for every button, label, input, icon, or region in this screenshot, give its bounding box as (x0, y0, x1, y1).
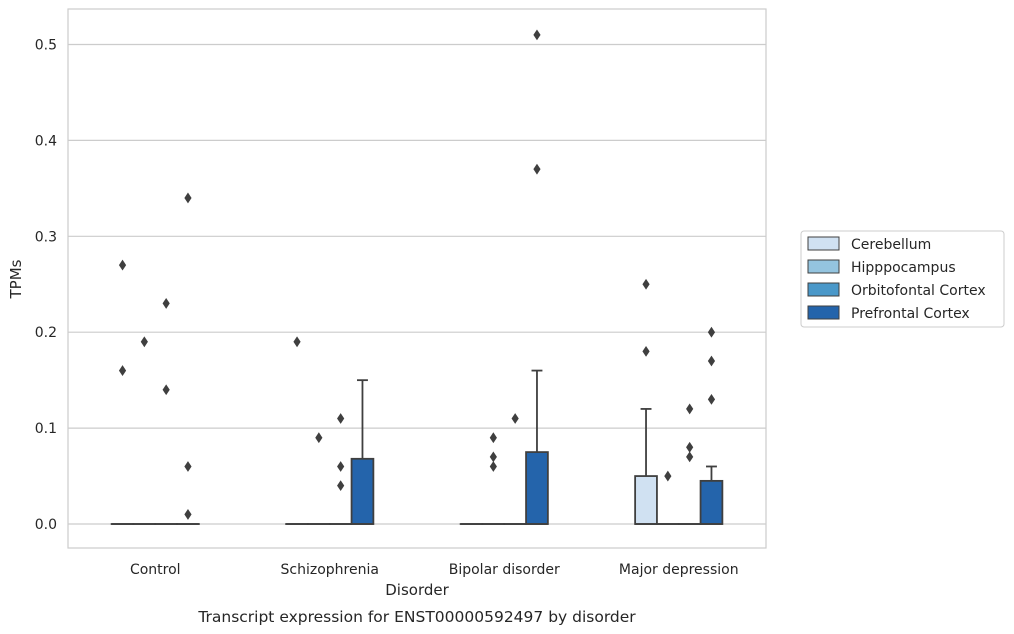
outlier-point (707, 393, 716, 405)
legend-item-hipppocampus: Hipppocampus (807, 259, 956, 276)
outlier-point (337, 461, 345, 472)
outlier-point (533, 163, 541, 175)
outlier-point (315, 432, 323, 444)
legend-swatch (807, 259, 840, 274)
y-tick-labels: 0.0 0.1 0.2 0.3 0.4 0.5 (35, 37, 57, 533)
plot-area-frame (67, 8, 767, 549)
outlier-point (511, 413, 519, 424)
box-major-depression-prefrontal-cortex (699, 465, 724, 525)
legend-item-cerebellum: Cerebellum (807, 236, 931, 253)
x-axis-label: Disorder (385, 581, 449, 599)
outlier-point (707, 326, 716, 338)
box-body (350, 457, 375, 525)
outlier-point (337, 480, 345, 492)
legend-swatch (807, 236, 840, 251)
boxes (110, 369, 724, 525)
outlier-point (686, 451, 694, 463)
outlier-point (184, 192, 192, 204)
legend-label: Prefrontal Cortex (851, 306, 970, 322)
box-bipolar-disorder-prefrontal-cortex (525, 369, 549, 525)
y-tick-label: 0.2 (35, 325, 57, 341)
y-tick-label: 0.0 (35, 517, 57, 533)
outlier-point (686, 441, 694, 453)
outlier-point (664, 470, 672, 482)
y-axis-label: TPMs (7, 259, 25, 299)
y-tick-label: 0.1 (35, 421, 57, 437)
legend-item-orbitofontal-cortex: Orbitofontal Cortex (807, 282, 986, 299)
box-body (525, 451, 549, 525)
outlier-point (642, 345, 650, 357)
outlier-point (118, 259, 127, 271)
outliers (118, 29, 716, 520)
legend: Cerebellum Hipppocampus Orbitofontal Corte… (800, 230, 1005, 328)
outlier-point (162, 384, 170, 396)
outlier-point (489, 432, 497, 444)
legend-swatch (807, 305, 840, 320)
outlier-point (184, 509, 192, 520)
x-tick-labels: Control Schizophrenia Bipolar disorder Majo… (130, 562, 739, 578)
legend-label: Cerebellum (851, 237, 931, 253)
y-tick-label: 0.5 (35, 37, 57, 53)
legend-swatch (807, 282, 840, 297)
outlier-point (184, 461, 192, 472)
x-tick-label: Schizophrenia (281, 562, 379, 578)
box-body (634, 475, 658, 525)
outlier-point (707, 355, 716, 367)
outlier-point (642, 278, 650, 290)
box-schizophrenia-prefrontal-cortex (350, 379, 375, 525)
outlier-point (489, 461, 497, 472)
outlier-point (489, 451, 497, 463)
chart-caption: Transcript expression for ENST0000059249… (197, 608, 636, 626)
legend-label: Hipppocampus (851, 260, 956, 276)
x-tick-label: Bipolar disorder (449, 562, 560, 578)
legend-item-prefrontal-cortex: Prefrontal Cortex (807, 305, 970, 322)
gridlines (68, 43, 766, 525)
x-tick-label: Major depression (619, 562, 739, 578)
outlier-point (533, 29, 541, 41)
y-tick-label: 0.4 (35, 133, 57, 149)
outlier-point (686, 403, 694, 415)
x-tick-label: Control (130, 562, 181, 578)
outlier-point (293, 336, 301, 348)
legend-label: Orbitofontal Cortex (851, 283, 986, 299)
legend-frame (800, 230, 1005, 328)
outlier-point (162, 298, 170, 309)
y-tick-label: 0.3 (35, 229, 57, 245)
box-body (699, 479, 724, 525)
outlier-point (140, 336, 148, 348)
outlier-point (337, 413, 345, 424)
outlier-point (118, 365, 127, 376)
box-major-depression-cerebellum (634, 408, 658, 525)
